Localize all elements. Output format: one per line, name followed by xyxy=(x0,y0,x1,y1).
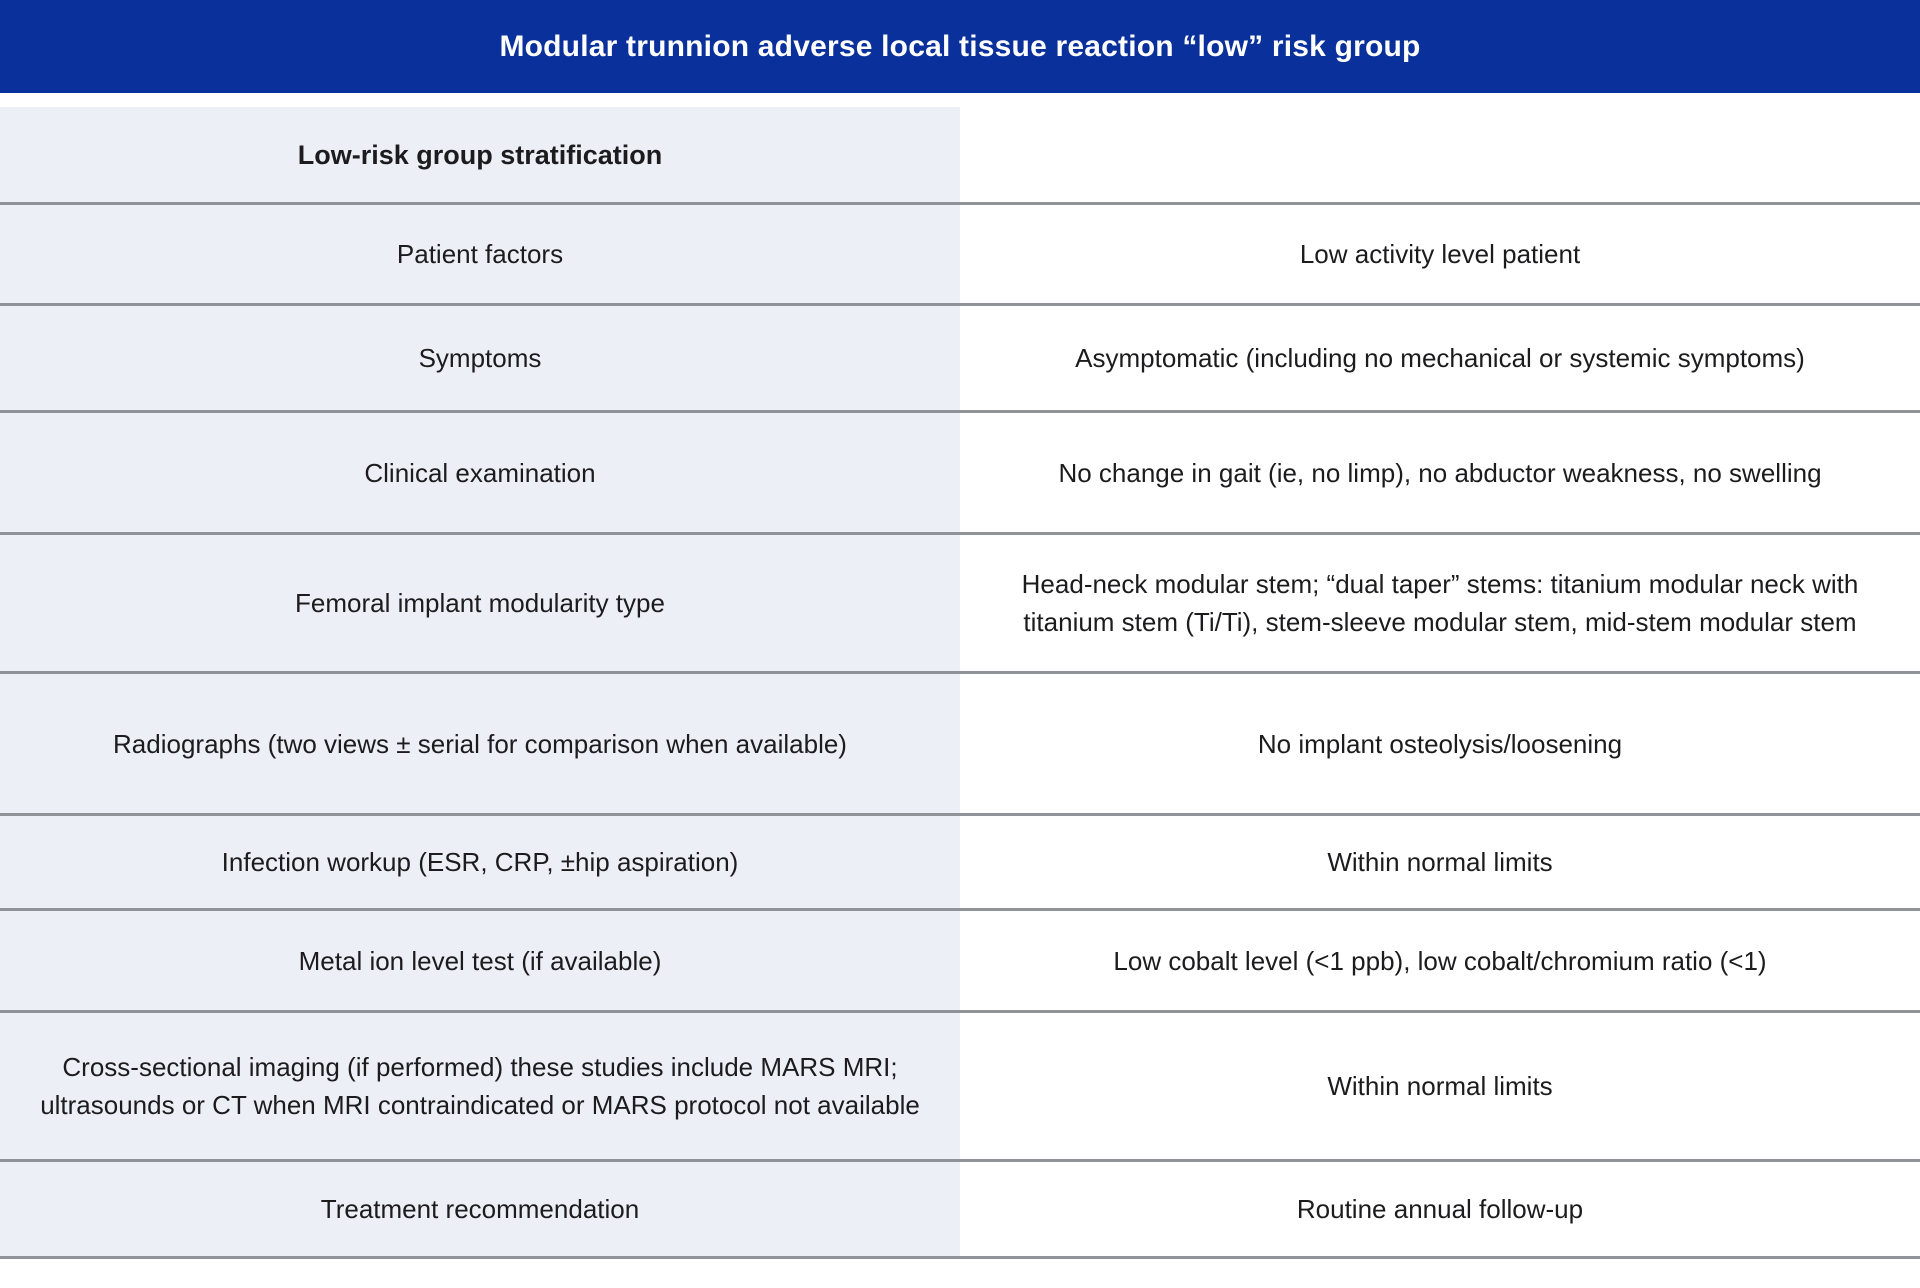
page-title: Modular trunnion adverse local tissue re… xyxy=(499,29,1421,63)
row-label-cell: Infection workup (ESR, CRP, ±hip aspirat… xyxy=(0,816,960,908)
table-row: Infection workup (ESR, CRP, ±hip aspirat… xyxy=(0,813,1920,908)
section-header-cell: Low-risk group stratification xyxy=(0,107,960,202)
row-value-cell: Within normal limits xyxy=(960,1013,1920,1159)
row-label-cell: Femoral implant modularity type xyxy=(0,535,960,671)
table-header-row: Low-risk group stratification xyxy=(0,107,1920,202)
row-value-cell: No implant osteolysis/loosening xyxy=(960,674,1920,813)
table-row: Cross-sectional imaging (if performed) t… xyxy=(0,1010,1920,1159)
risk-table: Low-risk group stratification Patient fa… xyxy=(0,107,1920,1259)
title-bar: Modular trunnion adverse local tissue re… xyxy=(0,0,1920,93)
row-label-cell: Patient factors xyxy=(0,205,960,303)
row-value-cell: Asymptomatic (including no mechanical or… xyxy=(960,306,1920,410)
row-label-cell: Metal ion level test (if available) xyxy=(0,911,960,1010)
row-label-cell: Treatment recommendation xyxy=(0,1162,960,1256)
row-value-cell: Within normal limits xyxy=(960,816,1920,908)
table-row: Metal ion level test (if available) Low … xyxy=(0,908,1920,1010)
row-value-cell: Low activity level patient xyxy=(960,205,1920,303)
table-row: Treatment recommendation Routine annual … xyxy=(0,1159,1920,1256)
table-row: Femoral implant modularity type Head-nec… xyxy=(0,532,1920,671)
row-label-cell: Radiographs (two views ± serial for comp… xyxy=(0,674,960,813)
row-value-cell: Low cobalt level (<1 ppb), low cobalt/ch… xyxy=(960,911,1920,1010)
table-row: Clinical examination No change in gait (… xyxy=(0,410,1920,532)
row-value-cell: Routine annual follow-up xyxy=(960,1162,1920,1256)
table-row: Symptoms Asymptomatic (including no mech… xyxy=(0,303,1920,410)
row-label-cell: Symptoms xyxy=(0,306,960,410)
row-value-cell: Head-neck modular stem; “dual taper” ste… xyxy=(960,535,1920,671)
table-row: Patient factors Low activity level patie… xyxy=(0,202,1920,303)
row-label-cell: Cross-sectional imaging (if performed) t… xyxy=(0,1013,960,1159)
row-label-cell: Clinical examination xyxy=(0,413,960,532)
section-header-empty-cell xyxy=(960,107,1920,202)
table-row: Radiographs (two views ± serial for comp… xyxy=(0,671,1920,813)
title-gap xyxy=(0,93,1920,107)
row-value-cell: No change in gait (ie, no limp), no abdu… xyxy=(960,413,1920,532)
